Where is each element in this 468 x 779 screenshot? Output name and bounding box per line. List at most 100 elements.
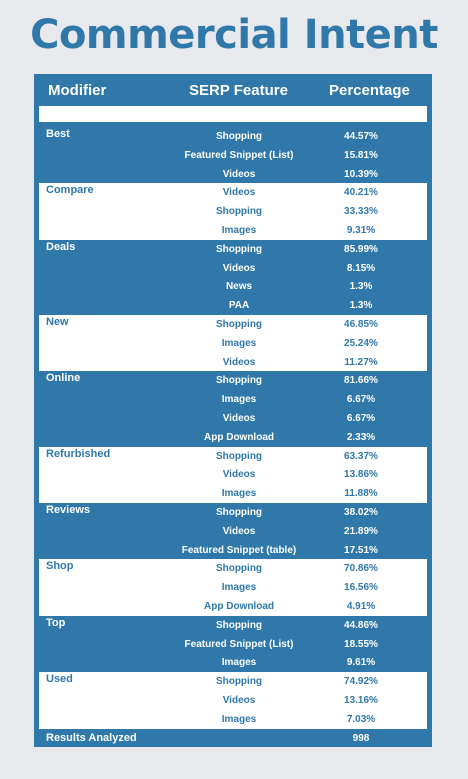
modifier-label: Deals bbox=[46, 240, 76, 253]
percentage-cell: 9.61% bbox=[346, 657, 376, 669]
percentage-cell: 40.21% bbox=[344, 187, 378, 199]
table-row: Images 9.61% bbox=[39, 653, 427, 672]
serp-feature-cell: Videos bbox=[222, 356, 256, 368]
percentage-cell: 11.27% bbox=[344, 356, 378, 368]
header-percentage: Percentage bbox=[329, 82, 410, 99]
serp-feature-cell: PAA bbox=[228, 300, 250, 312]
serp-feature-cell: Featured Snippet (List) bbox=[184, 149, 294, 161]
modifier-label: Online bbox=[46, 372, 81, 385]
table-row: Featured Snippet (table) 17.51% bbox=[39, 541, 427, 560]
serp-feature-cell: Images bbox=[221, 488, 257, 500]
modifier-label: Refurbished bbox=[46, 447, 111, 460]
percentage-cell: 10.39% bbox=[344, 168, 378, 180]
page-title: Commercial Intent bbox=[30, 12, 438, 58]
table-row: App Download 4.91% bbox=[39, 597, 427, 616]
percentage-cell: 44.57% bbox=[344, 131, 378, 142]
modifier-label: New bbox=[46, 315, 69, 328]
serp-feature-cell: Shopping bbox=[215, 506, 263, 518]
modifier-label: Top bbox=[46, 616, 66, 629]
table-row: Images 6.67% bbox=[39, 390, 427, 409]
table-row: Videos 10.39% bbox=[39, 165, 427, 184]
serp-feature-cell: Featured Snippet (List) bbox=[184, 638, 294, 650]
percentage-cell: 18.55% bbox=[344, 638, 378, 650]
serp-feature-cell: Shopping bbox=[215, 206, 263, 218]
percentage-cell: 11.88% bbox=[344, 488, 378, 500]
serp-feature-cell: Featured Snippet (table) bbox=[181, 544, 297, 556]
table-header: Modifier SERP Feature Percentage bbox=[39, 74, 427, 106]
percentage-cell: 17.51% bbox=[344, 544, 378, 556]
serp-feature-cell: Videos bbox=[222, 412, 256, 424]
table-body: Best Shopping 44.57% Featured Snippet (List… bbox=[39, 127, 427, 729]
percentage-cell: 63.37% bbox=[344, 450, 378, 462]
serp-feature-cell: Shopping bbox=[215, 676, 263, 688]
table-row: Images 7.03% bbox=[39, 710, 427, 729]
percentage-cell: 16.56% bbox=[344, 582, 378, 594]
serp-feature-cell: Videos bbox=[222, 187, 256, 199]
serp-feature-cell: Images bbox=[221, 394, 257, 406]
serp-feature-cell: App Download bbox=[204, 431, 274, 443]
serp-feature-table: Modifier SERP Feature Percentage Best Sho… bbox=[34, 74, 432, 747]
table-row: Images 25.24% bbox=[39, 334, 427, 353]
percentage-cell: 13.86% bbox=[344, 469, 378, 481]
serp-feature-cell: Shopping bbox=[215, 375, 263, 387]
modifier-group-used: Used Shopping 74.92% Videos 13.16% Images 7.03… bbox=[39, 672, 427, 729]
percentage-cell: 2.33% bbox=[346, 431, 376, 443]
table-row: Featured Snippet (List) 18.55% bbox=[39, 635, 427, 654]
percentage-cell: 15.81% bbox=[344, 149, 378, 161]
modifier-group-compare: Compare Videos 40.21% Shopping 33.33% Images 9… bbox=[39, 183, 427, 240]
table-row: Shopping 70.86% bbox=[39, 559, 427, 578]
serp-feature-cell: Videos bbox=[222, 262, 256, 274]
serp-feature-cell: News bbox=[225, 281, 253, 293]
serp-feature-cell: Shopping bbox=[215, 131, 263, 142]
table-row: Shopping 44.57% bbox=[39, 127, 427, 146]
percentage-cell: 8.15% bbox=[346, 262, 376, 274]
table-row: Videos 13.86% bbox=[39, 465, 427, 484]
serp-feature-cell: Images bbox=[221, 713, 257, 725]
serp-feature-cell: Videos bbox=[222, 168, 256, 180]
table-row: Shopping 38.02% bbox=[39, 503, 427, 522]
serp-feature-cell: Shopping bbox=[215, 318, 263, 330]
table-row: Shopping 44.86% bbox=[39, 616, 427, 635]
table-row: Shopping 85.99% bbox=[39, 240, 427, 259]
table-row: Shopping 63.37% bbox=[39, 447, 427, 466]
results-analyzed-label: Results Analyzed bbox=[46, 731, 137, 744]
percentage-cell: 38.02% bbox=[344, 506, 378, 518]
table-row: News 1.3% bbox=[39, 277, 427, 296]
percentage-cell: 13.16% bbox=[344, 694, 378, 706]
serp-feature-cell: Images bbox=[221, 224, 257, 236]
percentage-cell: 74.92% bbox=[344, 676, 378, 688]
modifier-label: Compare bbox=[46, 184, 94, 197]
serp-feature-cell: Images bbox=[221, 337, 257, 349]
serp-feature-cell: Images bbox=[221, 657, 257, 669]
table-row: App Download 2.33% bbox=[39, 428, 427, 447]
percentage-cell: 1.3% bbox=[349, 281, 373, 293]
percentage-cell: 44.86% bbox=[344, 619, 378, 631]
modifier-group-deals: Deals Shopping 85.99% Videos 8.15% News 1.3% PA… bbox=[39, 239, 427, 315]
modifier-label: Used bbox=[46, 673, 73, 686]
percentage-cell: 6.67% bbox=[346, 412, 376, 424]
modifier-label: Best bbox=[46, 128, 70, 140]
serp-feature-cell: Videos bbox=[222, 694, 256, 706]
table-row: Featured Snippet (List) 15.81% bbox=[39, 146, 427, 165]
table-row: Videos 8.15% bbox=[39, 259, 427, 278]
serp-feature-cell: Shopping bbox=[215, 243, 263, 255]
modifier-group-online: Online Shopping 81.66% Images 6.67% Videos 6.6… bbox=[39, 371, 427, 447]
table-row: Shopping 81.66% bbox=[39, 371, 427, 390]
modifier-label: Reviews bbox=[46, 503, 91, 516]
modifier-group-best: Best Shopping 44.57% Featured Snippet (List… bbox=[39, 127, 427, 184]
modifier-label: Shop bbox=[46, 560, 74, 573]
table-row: Videos 40.21% bbox=[39, 183, 427, 202]
serp-feature-cell: Shopping bbox=[215, 619, 263, 631]
percentage-cell: 6.67% bbox=[346, 394, 376, 406]
table-row: Videos 11.27% bbox=[39, 353, 427, 372]
serp-feature-cell: Images bbox=[221, 582, 257, 594]
serp-feature-cell: Shopping bbox=[215, 563, 263, 575]
results-analyzed-value: 998 bbox=[352, 732, 370, 744]
percentage-cell: 9.31% bbox=[346, 224, 376, 236]
serp-feature-cell: App Download bbox=[204, 600, 274, 612]
percentage-cell: 85.99% bbox=[344, 243, 378, 255]
table-row: Shopping 33.33% bbox=[39, 202, 427, 221]
table-footer: Results Analyzed 998 bbox=[39, 729, 427, 747]
table-row: Shopping 46.85% bbox=[39, 315, 427, 334]
